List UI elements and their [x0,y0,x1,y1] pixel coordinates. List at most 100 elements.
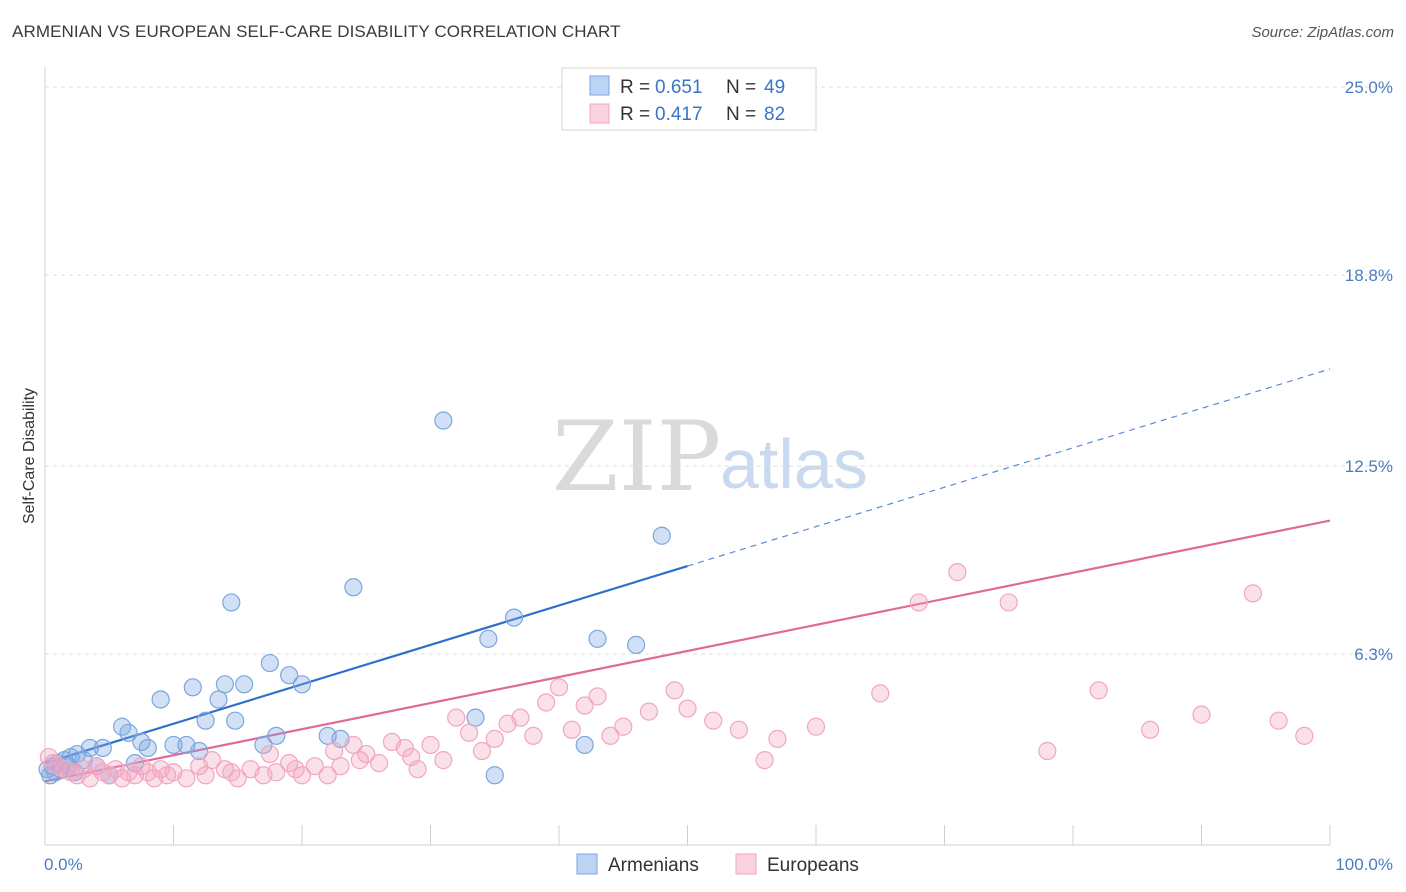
point-armenians-36 [292,675,312,694]
legend: R = 0.651 N = 49 R = 0.417 N = 82 [561,67,817,131]
point-europeans-47 [421,735,440,755]
y-axis-label: Self-Care Disability [21,388,38,524]
data-points [38,411,1314,788]
point-armenians-25 [190,741,209,761]
point-europeans-64 [665,681,684,700]
point-armenians-20 [138,738,157,758]
point-europeans-49 [447,708,466,727]
watermark: ZIP atlas [552,401,868,513]
point-armenians-43 [485,766,504,785]
point-europeans-61 [601,726,620,745]
point-armenians-32 [254,735,273,755]
svg-text:R = 0.651 N =: R = 0.651 N = 49 [620,77,785,98]
point-europeans-37 [325,741,344,761]
point-europeans-48 [434,751,453,770]
point-europeans-38 [331,757,350,776]
legend-n-label-armenians: N = [726,77,756,98]
point-europeans-56 [537,693,556,712]
point-europeans-54 [511,708,530,727]
x-tick-label-left: 0.0% [44,855,83,874]
point-europeans-58 [562,720,581,739]
point-armenians-30 [226,711,245,730]
point-europeans-24 [202,751,222,770]
point-europeans-46 [408,760,427,779]
legend-r-value-europeans: 0.417 [655,104,703,125]
point-armenians-28 [215,675,234,694]
legend-swatch-armenians [589,75,610,96]
point-armenians-14 [93,738,112,758]
point-europeans-70 [806,717,826,736]
point-armenians-44 [504,608,524,627]
chart-title: ARMENIAN VS EUROPEAN SELF-CARE DISABILIT… [12,22,621,41]
point-europeans-57 [549,678,569,697]
point-europeans-51 [472,741,491,761]
point-europeans-66 [704,711,723,730]
point-armenians-48 [652,526,671,545]
point-europeans-71 [871,684,890,703]
trend-extension-armenians [687,368,1331,567]
point-armenians-27 [209,690,228,709]
point-armenians-40 [434,411,453,430]
point-europeans-1 [43,754,62,773]
watermark-zip: ZIP [552,401,721,513]
legend-r-label-europeans: R = [620,104,650,125]
point-europeans-79 [1243,584,1263,603]
point-europeans-52 [485,729,504,748]
point-europeans-31 [267,763,286,782]
y-tick-label-2: 18.8% [1345,266,1393,285]
trend-line-europeans [44,519,1331,783]
point-europeans-42 [370,754,389,773]
point-armenians-46 [588,629,607,648]
point-europeans-72 [909,593,928,612]
point-armenians-45 [575,735,594,755]
point-europeans-35 [305,757,324,776]
y-tick-label-0: 6.3% [1354,645,1393,664]
point-armenians-12 [80,738,100,758]
grid [45,86,1390,655]
point-europeans-74 [999,593,1018,612]
point-europeans-36 [318,766,337,785]
point-armenians-26 [196,711,215,730]
axes [44,67,1331,846]
legend-swatch-europeans [589,103,610,124]
bottom-legend-swatch-europeans [735,853,757,875]
point-europeans-78 [1192,705,1211,724]
bottom-legend-swatch-armenians [576,853,598,875]
point-europeans-80 [1269,711,1288,730]
point-armenians-34 [267,726,286,745]
point-europeans-76 [1089,681,1108,700]
point-europeans-60 [588,687,607,706]
legend-n-label-europeans: N = [726,104,756,125]
legend-n-value-europeans: 82 [764,104,785,125]
point-armenians-21 [151,690,170,709]
point-europeans-63 [639,702,659,721]
point-europeans-39 [344,735,363,755]
point-europeans-75 [1038,741,1057,761]
y-tick-label-3: 25.0% [1345,78,1393,97]
point-armenians-17 [119,723,138,742]
point-europeans-62 [614,717,633,736]
point-europeans-27 [228,769,247,788]
bottom-legend: Armenians Europeans [576,853,859,876]
svg-text:R = 0.417 N =: R = 0.417 N = 82 [620,104,785,125]
point-armenians-31 [235,675,254,694]
point-europeans-67 [729,720,749,739]
legend-r-value-armenians: 0.651 [655,77,703,98]
point-armenians-41 [466,708,485,727]
point-europeans-44 [395,738,414,758]
watermark-atlas: atlas [720,425,868,503]
point-armenians-39 [344,578,363,597]
point-armenians-29 [222,593,241,612]
point-europeans-50 [459,723,479,742]
point-europeans-65 [678,699,697,718]
point-europeans-30 [260,744,279,764]
bottom-legend-label-armenians: Armenians [608,855,699,876]
point-europeans-68 [755,751,774,770]
point-europeans-73 [948,563,967,582]
trend-line-armenians [44,565,688,765]
bottom-legend-label-europeans: Europeans [767,855,859,876]
point-armenians-22 [164,735,183,755]
point-armenians-42 [479,629,498,648]
point-europeans-59 [575,696,594,715]
